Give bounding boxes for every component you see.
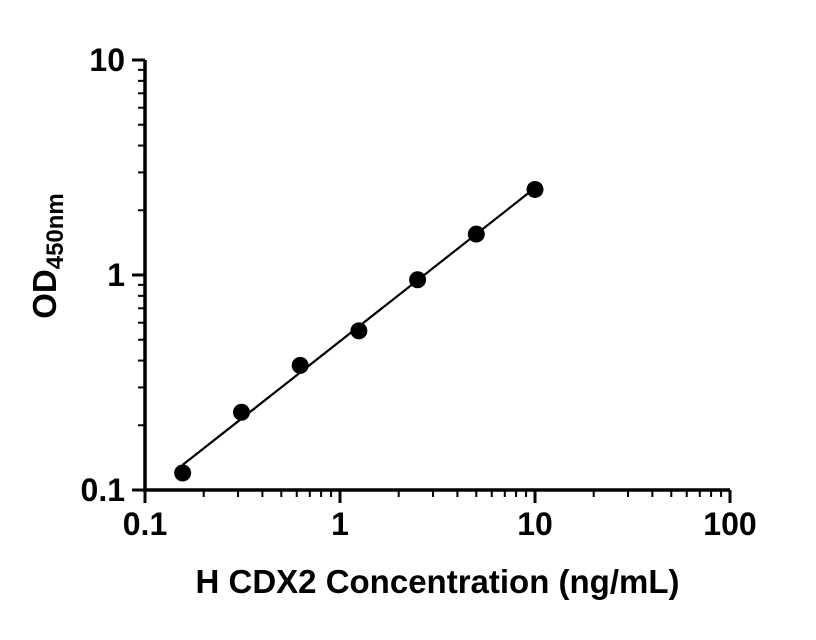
data-point: [526, 180, 544, 198]
data-point: [232, 403, 250, 421]
data-point: [350, 322, 368, 340]
y-axis-title: OD450nm: [26, 193, 70, 319]
data-point: [467, 225, 485, 243]
x-tick-label: 10: [517, 506, 553, 542]
data-point: [409, 271, 427, 289]
x-axis-title: H CDX2 Concentration (ng/mL): [195, 563, 680, 600]
y-axis-title-subscript: 450nm: [42, 193, 69, 270]
y-tick-label: 1: [107, 257, 125, 293]
y-tick-label: 10: [89, 42, 125, 78]
x-tick-label: 1: [331, 506, 349, 542]
y-tick-label: 0.1: [81, 472, 125, 508]
x-tick-label: 0.1: [123, 506, 167, 542]
data-point: [291, 356, 309, 374]
data-point: [174, 464, 192, 482]
y-axis-title-base: OD: [26, 269, 63, 319]
x-tick-label: 100: [703, 506, 756, 542]
